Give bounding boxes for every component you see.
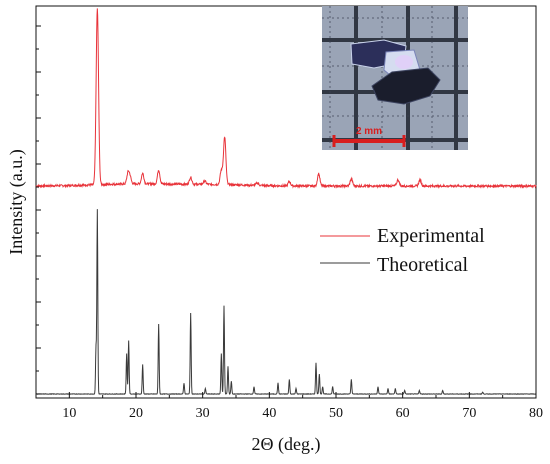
x-tick-label: 30	[196, 406, 210, 421]
x-tick-label: 40	[262, 406, 276, 421]
experimental-trace	[35, 8, 537, 189]
y-axis-label: Intensity (a.u.)	[6, 149, 27, 254]
crystal-flake-3	[371, 67, 441, 105]
x-axis-ticks: 10 20 30 40 50 60 70 80	[35, 392, 543, 421]
x-tick-label: 20	[129, 406, 143, 421]
x-axis-label: 2Θ (deg.)	[252, 434, 321, 455]
x-tick-label: 70	[462, 406, 476, 421]
legend-label-theoretical: Theoretical	[377, 254, 468, 276]
theoretical-trace	[35, 209, 537, 396]
x-tick-label: 50	[329, 406, 343, 421]
y-axis-ticks	[36, 25, 41, 395]
x-tick-label: 60	[396, 406, 410, 421]
legend: Experimental Theoretical	[320, 225, 485, 276]
crystal-photo-inset: 2 mm	[322, 6, 468, 150]
x-tick-label: 10	[62, 406, 76, 421]
plot-frame	[35, 5, 537, 399]
legend-label-experimental: Experimental	[377, 225, 485, 247]
scale-label: 2 mm	[356, 126, 382, 137]
x-tick-label: 80	[529, 406, 543, 421]
